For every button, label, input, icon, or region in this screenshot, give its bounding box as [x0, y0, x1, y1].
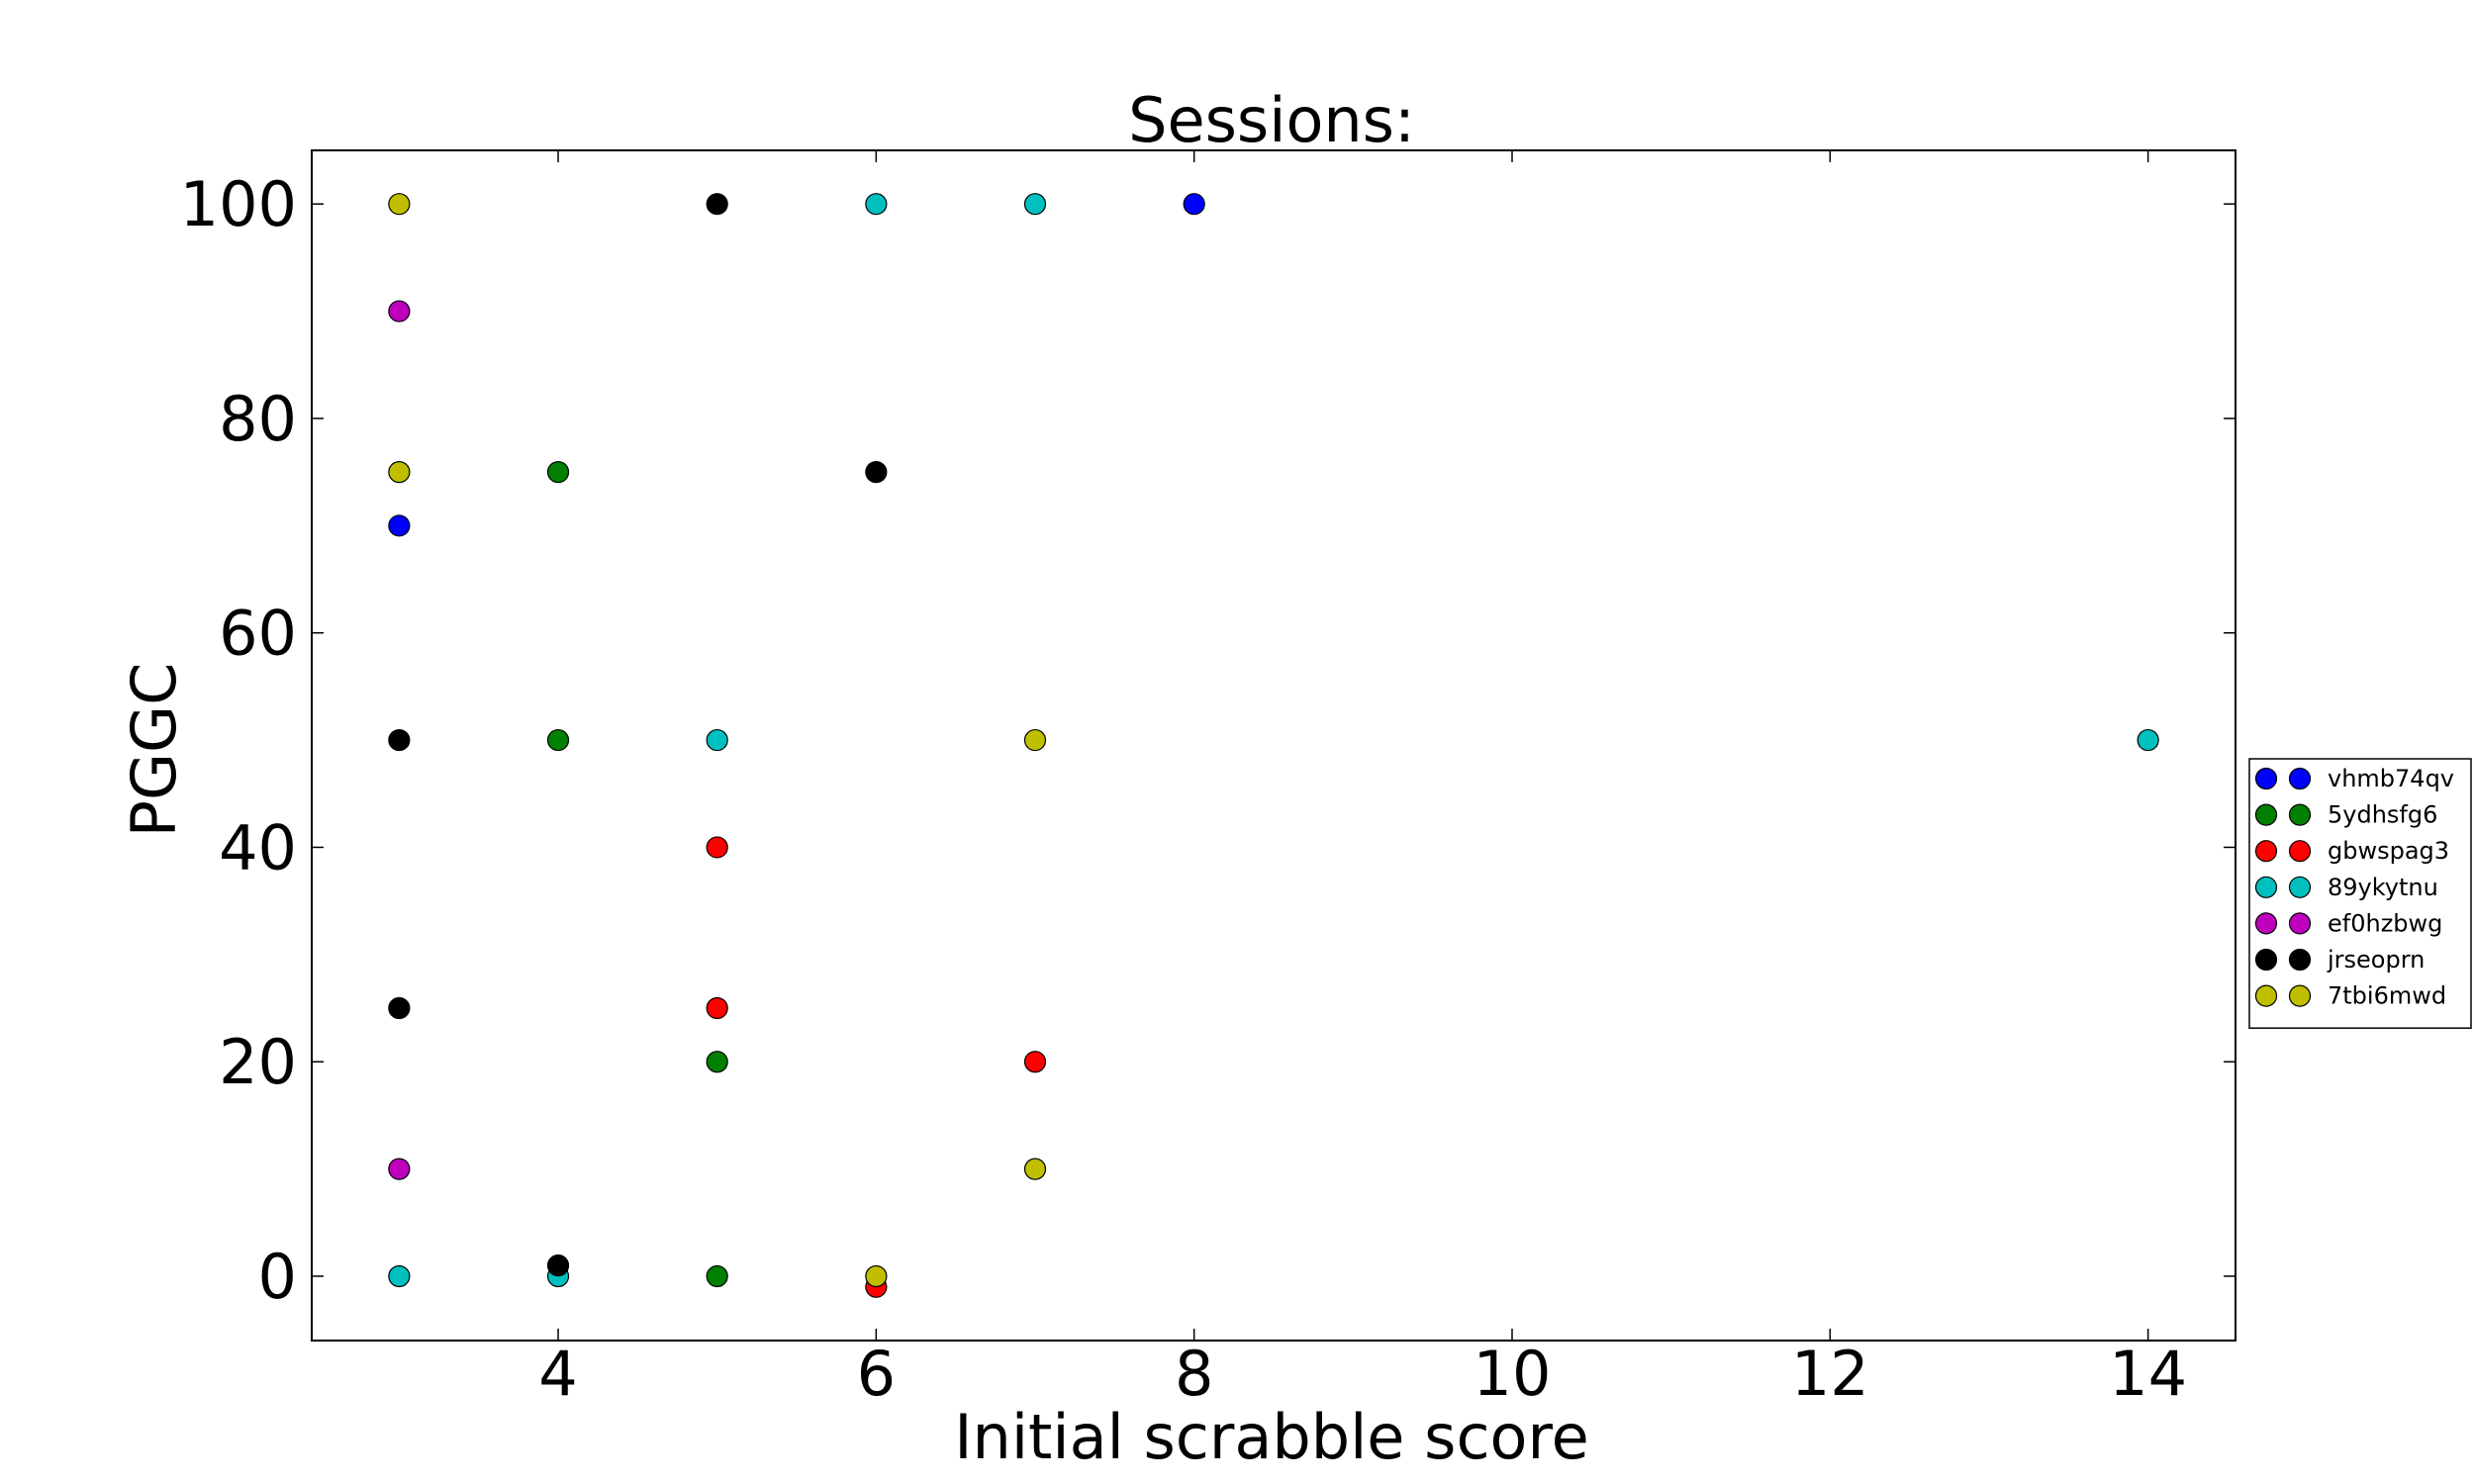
- legend-label-5ydhsfg6: 5ydhsfg6: [2328, 801, 2437, 829]
- x-tick-label: 4: [538, 1338, 577, 1410]
- y-tick-label: 20: [219, 1026, 297, 1098]
- data-point-vhmb74qv: [1183, 193, 1205, 216]
- legend: vhmb74qv 5ydhsfg6 gbwspag3 89ykytnu ef0hzbwg…: [2248, 758, 2472, 1029]
- data-point-7tbi6mwd: [388, 193, 411, 216]
- y-axis-label: PGGC: [118, 663, 190, 838]
- legend-marker-89ykytnu: [2254, 876, 2278, 898]
- x-tick-label: 6: [857, 1338, 896, 1410]
- x-tick-label: 8: [1175, 1338, 1213, 1410]
- legend-marker-gbwspag3: [2254, 840, 2278, 863]
- data-point-89ykytnu: [865, 193, 888, 216]
- data-point-5ydhsfg6: [546, 461, 570, 484]
- chart-title: Sessions:: [1128, 84, 1415, 156]
- legend-marker-89ykytnu: [2288, 876, 2312, 898]
- legend-marker-5ydhsfg6: [2254, 803, 2278, 826]
- legend-label-gbwspag3: gbwspag3: [2328, 837, 2449, 865]
- data-point-gbwspag3: [706, 996, 728, 1020]
- legend-marker-ef0hzbwg: [2288, 912, 2312, 935]
- legend-box: [2248, 758, 2472, 1029]
- data-point-89ykytnu: [388, 1264, 411, 1288]
- legend-marker-gbwspag3: [2288, 840, 2312, 863]
- data-point-7tbi6mwd: [388, 461, 411, 484]
- data-point-89ykytnu: [1023, 193, 1047, 216]
- x-tick-label: 10: [1474, 1338, 1552, 1410]
- legend-marker-5ydhsfg6: [2288, 803, 2312, 826]
- data-point-ef0hzbwg: [388, 300, 411, 323]
- data-point-jrseoprn: [546, 1254, 570, 1277]
- data-point-5ydhsfg6: [706, 1051, 728, 1073]
- data-point-jrseoprn: [865, 461, 888, 484]
- legend-label-89ykytnu: 89ykytnu: [2328, 874, 2438, 901]
- data-point-gbwspag3: [1023, 1051, 1047, 1073]
- data-point-7tbi6mwd: [1023, 728, 1047, 752]
- data-point-jrseoprn: [388, 996, 411, 1020]
- data-point-jrseoprn: [388, 728, 411, 752]
- legend-label-7tbi6mwd: 7tbi6mwd: [2328, 982, 2446, 1010]
- y-tick-label: 60: [219, 598, 297, 670]
- y-tick-label: 0: [258, 1241, 297, 1313]
- y-tick-label: 40: [219, 811, 297, 883]
- legend-label-ef0hzbwg: ef0hzbwg: [2328, 909, 2442, 937]
- legend-marker-vhmb74qv: [2288, 767, 2312, 790]
- data-point-7tbi6mwd: [1023, 1158, 1047, 1180]
- data-point-89ykytnu: [706, 728, 728, 752]
- data-point-89ykytnu: [2137, 728, 2159, 752]
- x-tick-label: 14: [2109, 1338, 2187, 1410]
- plot-frame: [311, 149, 2236, 1342]
- legend-marker-jrseoprn: [2288, 948, 2312, 972]
- data-point-5ydhsfg6: [546, 728, 570, 752]
- x-axis-label: Initial scrabble score: [954, 1401, 1589, 1473]
- x-axis-ticks: 4 6 8 10 12 14: [538, 150, 2187, 1410]
- data-markers: [388, 193, 2159, 1298]
- plot-area: [311, 149, 2236, 1342]
- data-point-jrseoprn: [706, 193, 728, 216]
- data-point-gbwspag3: [706, 836, 728, 859]
- data-point-ef0hzbwg: [388, 1158, 411, 1180]
- legend-marker-ef0hzbwg: [2254, 912, 2278, 935]
- legend-marker-jrseoprn: [2254, 948, 2278, 972]
- legend-marker-7tbi6mwd: [2254, 984, 2278, 1007]
- legend-label-jrseoprn: jrseoprn: [2327, 946, 2425, 974]
- legend-label-vhmb74qv: vhmb74qv: [2328, 765, 2454, 792]
- legend-marker-7tbi6mwd: [2288, 984, 2312, 1007]
- data-point-7tbi6mwd: [865, 1264, 888, 1288]
- x-tick-label: 12: [1791, 1338, 1869, 1410]
- y-tick-label: 100: [180, 168, 297, 240]
- data-point-vhmb74qv: [388, 514, 411, 537]
- legend-marker-vhmb74qv: [2254, 767, 2278, 790]
- y-tick-label: 80: [219, 383, 297, 455]
- y-axis-ticks: 0 20 40 60 80 100: [180, 168, 2236, 1313]
- data-point-5ydhsfg6: [706, 1264, 728, 1288]
